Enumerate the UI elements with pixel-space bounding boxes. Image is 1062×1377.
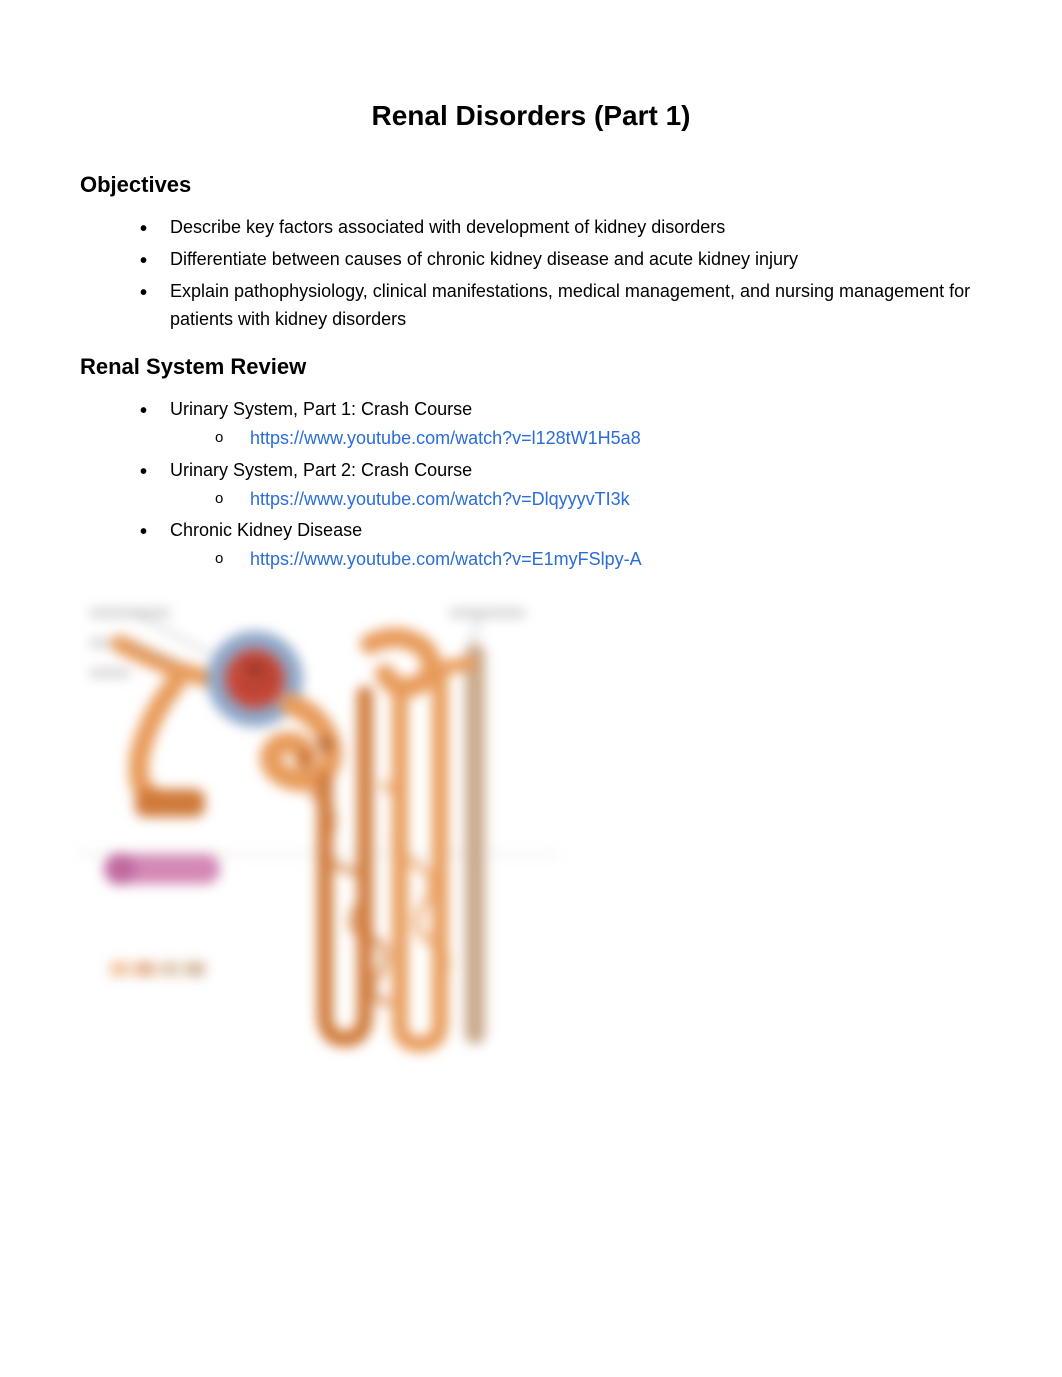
list-item: Chronic Kidney Disease https://www.youtu… [140,516,982,574]
list-item: Urinary System, Part 1: Crash Course htt… [140,395,982,453]
sublist-item: https://www.youtube.com/watch?v=DlqyyyvT… [215,485,982,514]
list-item: Urinary System, Part 2: Crash Course htt… [140,456,982,514]
video-link[interactable]: https://www.youtube.com/watch?v=l128tW1H… [250,428,641,448]
list-item: Explain pathophysiology, clinical manife… [140,277,982,335]
review-list: Urinary System, Part 1: Crash Course htt… [80,395,982,574]
sublist-item: https://www.youtube.com/watch?v=E1myFSlp… [215,545,982,574]
nephron-diagram [80,594,560,1069]
video-link[interactable]: https://www.youtube.com/watch?v=DlqyyyvT… [250,489,630,509]
list-item: Describe key factors associated with dev… [140,213,982,242]
item-label: Urinary System, Part 2: Crash Course [170,460,472,480]
objectives-list: Describe key factors associated with dev… [80,213,982,334]
page-title: Renal Disorders (Part 1) [80,100,982,132]
objectives-heading: Objectives [80,172,982,198]
item-label: Chronic Kidney Disease [170,520,362,540]
sublist-item: https://www.youtube.com/watch?v=l128tW1H… [215,424,982,453]
list-item: Differentiate between causes of chronic … [140,245,982,274]
item-label: Urinary System, Part 1: Crash Course [170,399,472,419]
review-heading: Renal System Review [80,354,982,380]
video-link[interactable]: https://www.youtube.com/watch?v=E1myFSlp… [250,549,642,569]
